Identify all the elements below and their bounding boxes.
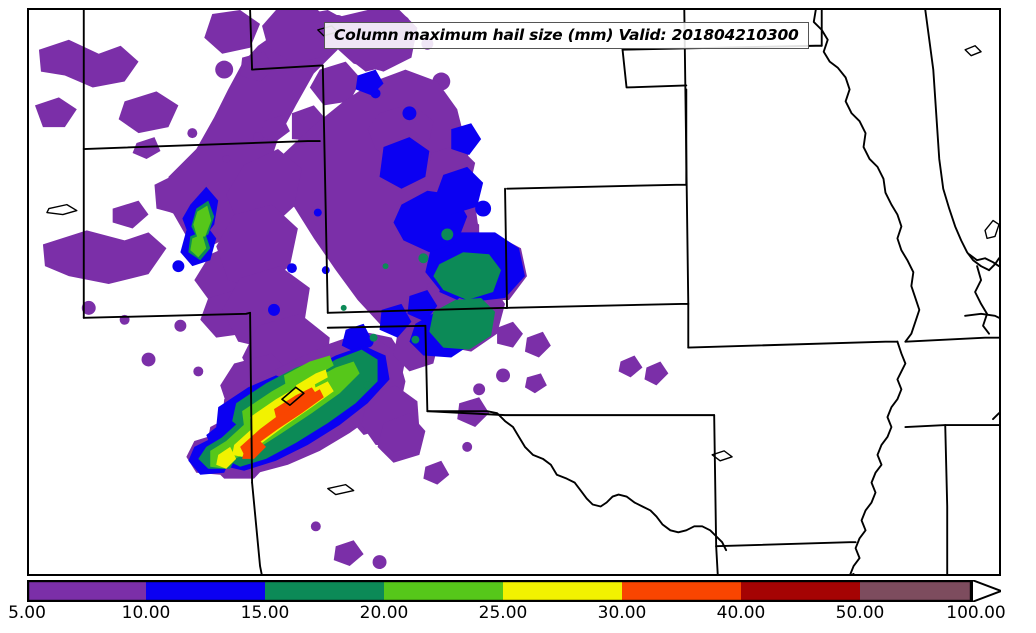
colorbar-tick-25: 25.00 xyxy=(478,603,528,623)
colorbar-tick-15: 15.00 xyxy=(240,603,290,623)
colorbar-tick-labels: 5.00 10.00 15.00 20.00 25.00 30.00 40.00… xyxy=(0,603,1036,629)
colorbar-tick-10: 10.00 xyxy=(121,603,171,623)
plot-title: Column maximum hail size (mm) Valid: 201… xyxy=(324,22,809,49)
hail-field-contours xyxy=(34,10,669,570)
hail-band-30-40mm xyxy=(240,387,324,459)
colorbar-band-15-20 xyxy=(265,580,384,602)
colorbar-band-10-15 xyxy=(146,580,265,602)
colorbar-frame xyxy=(27,580,973,602)
colorbar-band-20-25 xyxy=(384,580,503,602)
colorbar-band-30-40 xyxy=(622,580,741,602)
state-boundaries xyxy=(46,10,999,574)
colorbar-band-5-10 xyxy=(27,580,146,602)
colorbar-band-40-50 xyxy=(741,580,860,602)
colorbar-band-50-100 xyxy=(860,580,972,602)
colorbar-bands xyxy=(27,580,972,602)
colorbar-tick-50: 50.00 xyxy=(835,603,885,623)
colorbar-band-25-30 xyxy=(503,580,622,602)
colorbar xyxy=(27,580,1001,602)
colorbar-tick-5: 5.00 xyxy=(8,603,46,623)
map-canvas xyxy=(34,10,999,574)
colorbar-extend-arrow xyxy=(971,580,1001,602)
colorbar-tick-30: 30.00 xyxy=(597,603,647,623)
colorbar-tick-20: 20.00 xyxy=(359,603,409,623)
map-plot-panel: Column maximum hail size (mm) Valid: 201… xyxy=(27,8,1001,576)
colorbar-canvas xyxy=(27,580,1001,602)
colorbar-tick-40: 40.00 xyxy=(716,603,766,623)
colorbar-tick-100: 100.00 xyxy=(946,603,1006,623)
hail-band-5-10mm xyxy=(34,10,669,570)
